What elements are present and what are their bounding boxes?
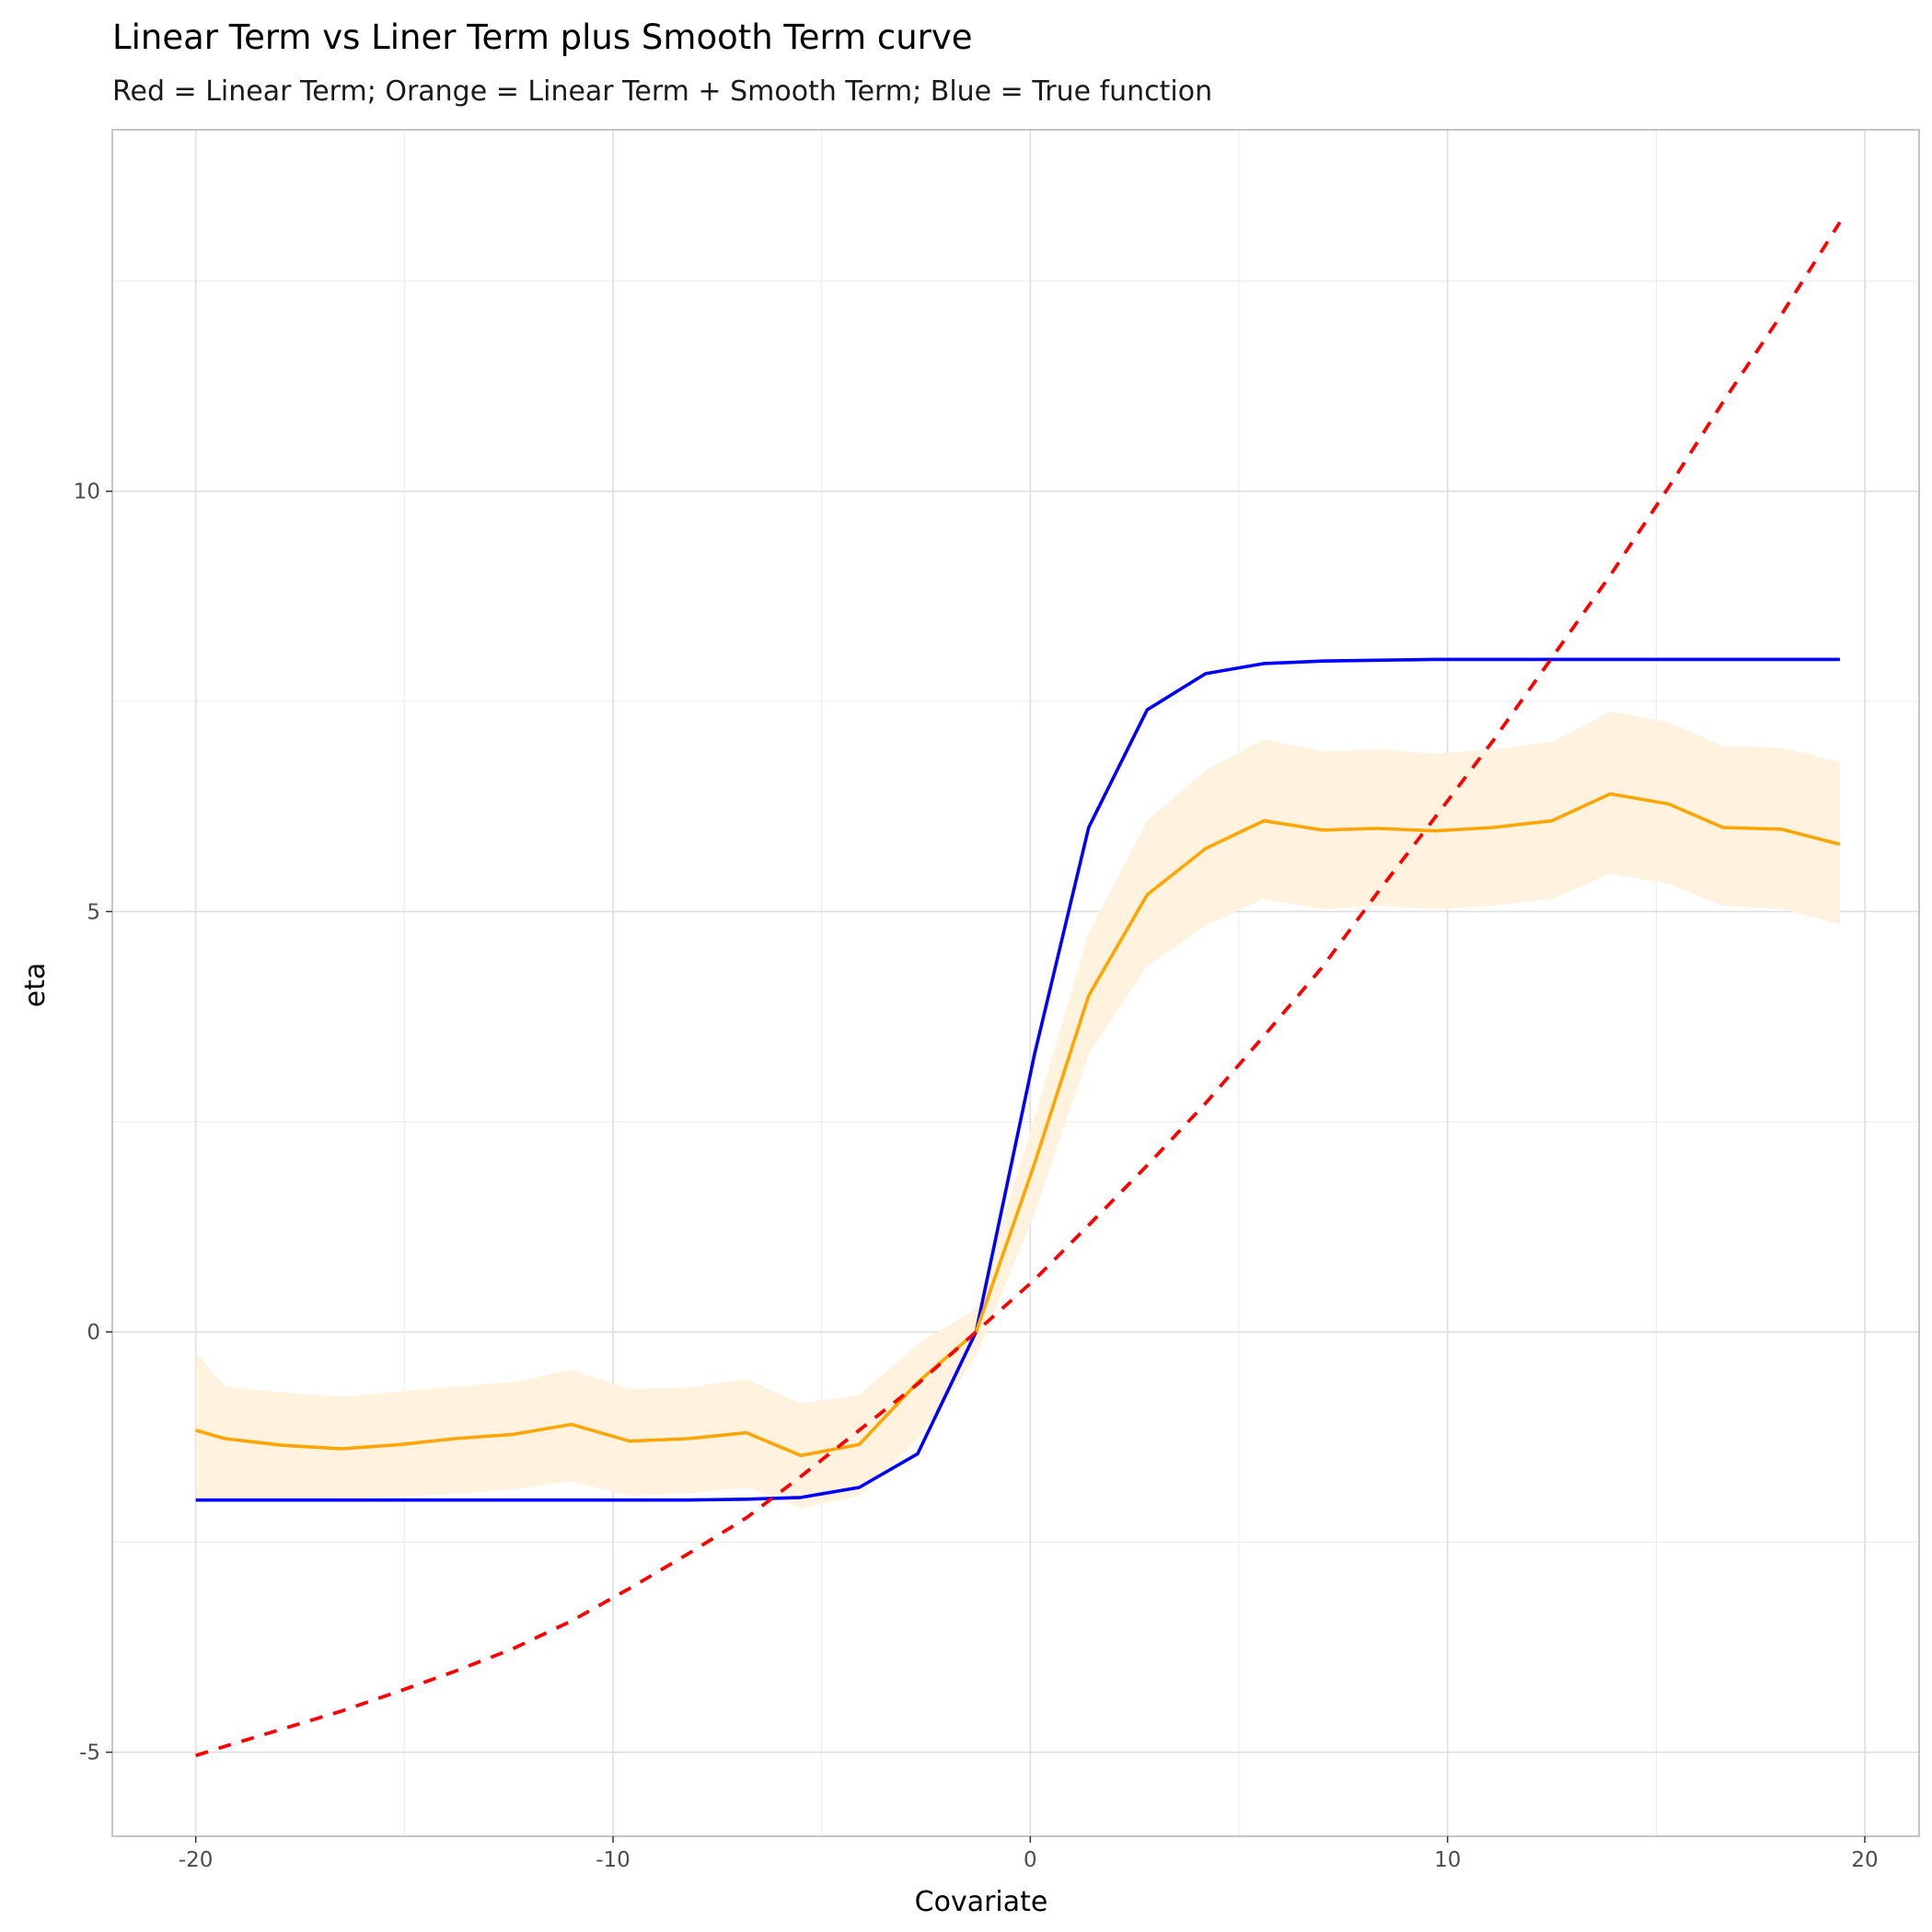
y-tick-label: 0 [87,1321,100,1345]
x-tick-label: -20 [179,1848,214,1872]
y-tick-label: 10 [74,480,100,504]
x-tick-label: 20 [1851,1848,1878,1872]
x-axis-ticks: -20 -10 0 10 20 [179,1836,1879,1872]
chart-subtitle: Red = Linear Term; Orange = Linear Term … [112,75,1212,108]
linear-plus-smooth-line [195,792,1841,1458]
panel-border [111,129,1920,1837]
x-axis-title: Covariate [915,1886,1048,1918]
y-tick-label: 5 [87,900,100,924]
major-gridlines [112,130,1919,1836]
smooth-confidence-band [195,711,1840,1509]
x-tick-label: -10 [596,1848,631,1872]
minor-gridlines [112,130,1919,1836]
linear-term-line [195,221,1842,1758]
x-tick-label: 10 [1434,1848,1461,1872]
y-axis-ticks: -5 0 5 10 [74,480,112,1765]
confidence-band-layer [195,711,1840,1509]
series-lines-layer [195,221,1842,1758]
chart-title: Linear Term vs Liner Term plus Smooth Te… [112,17,973,57]
x-tick-label: 0 [1024,1848,1037,1872]
y-tick-label: -5 [79,1741,100,1765]
true-function-line [195,657,1840,1502]
y-axis-title: eta [19,963,52,1008]
